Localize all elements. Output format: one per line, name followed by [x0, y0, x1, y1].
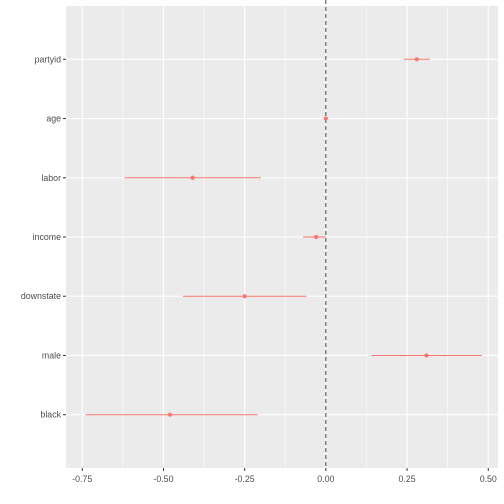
- chart-marks: [85, 57, 482, 417]
- point-downstate: [242, 294, 247, 299]
- x-tick-label: 0.00: [317, 474, 334, 484]
- y-tick-label: income: [33, 232, 61, 242]
- x-tick-label: 0.50: [480, 474, 497, 484]
- point-partyid: [414, 57, 419, 62]
- x-axis: -0.75 -0.50 -0.25 0.00 0.25 0.50: [72, 468, 497, 484]
- y-axis: partyid age labor income downstate male black: [21, 54, 66, 420]
- y-tick-label: labor: [41, 173, 61, 183]
- point-male: [424, 353, 429, 358]
- point-income: [314, 234, 319, 240]
- x-tick-label: -0.50: [153, 474, 173, 484]
- y-tick-label: downstate: [21, 291, 61, 301]
- x-tick-label: -0.75: [72, 474, 92, 484]
- point-labor: [190, 175, 195, 180]
- y-tick-label: male: [42, 350, 61, 360]
- y-tick-label: age: [46, 114, 61, 124]
- major-gridlines: [66, 6, 498, 468]
- point-age: [323, 116, 328, 121]
- y-tick-label: black: [40, 410, 61, 420]
- x-tick-label: -0.25: [235, 474, 255, 484]
- x-tick-label: 0.25: [398, 474, 415, 484]
- y-tick-label: partyid: [35, 54, 62, 64]
- point-black: [167, 412, 173, 417]
